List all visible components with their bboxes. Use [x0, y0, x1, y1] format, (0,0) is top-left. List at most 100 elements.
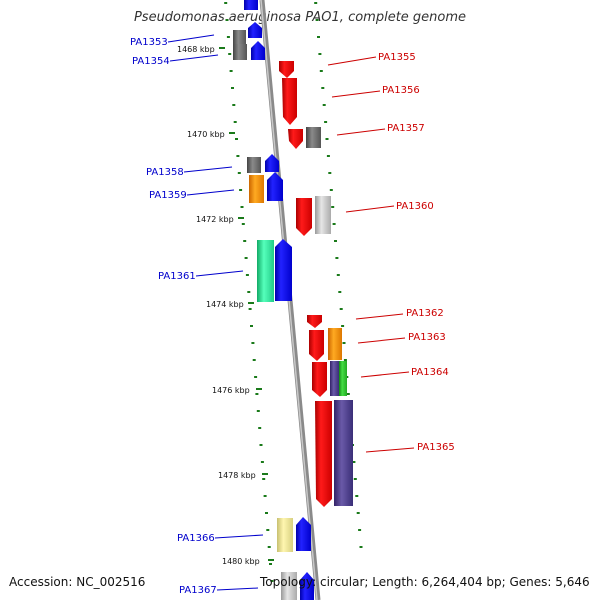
gene-block[interactable]: [277, 518, 293, 552]
gene-arrow[interactable]: [244, 0, 258, 10]
gene-label[interactable]: PA1359: [149, 190, 187, 201]
tick-dot: [358, 529, 362, 531]
tick-dot: [229, 70, 233, 72]
label-leader-line: [357, 337, 406, 344]
kbp-marker: 1472 kbp: [196, 215, 234, 224]
tick-dot: [266, 529, 270, 531]
tick-dot: [352, 461, 356, 463]
tick-dot: [239, 189, 243, 191]
gene-label[interactable]: PA1360: [396, 201, 434, 212]
tick-dot: [334, 240, 337, 242]
tick-dot: [248, 308, 252, 310]
gene-label[interactable]: PA1355: [378, 52, 416, 63]
tick-dot: [332, 223, 336, 225]
accession-text: Accession: NC_002516: [9, 575, 146, 589]
gene-label[interactable]: PA1358: [146, 167, 184, 178]
gene-arrow[interactable]: [275, 239, 292, 301]
label-leader-line: [216, 587, 259, 591]
gene-arrow[interactable]: [300, 572, 314, 600]
tick-dot: [343, 359, 347, 361]
gene-arrow[interactable]: [282, 78, 297, 125]
tick-dot: [225, 19, 229, 21]
gene-block[interactable]: [257, 240, 274, 302]
gene-arrow[interactable]: [296, 198, 312, 236]
gene-arrow[interactable]: [307, 315, 322, 328]
gene-block[interactable]: [247, 157, 261, 173]
label-leader-line: [355, 313, 404, 320]
tick-dot: [359, 546, 363, 548]
tick-dot: [269, 563, 272, 565]
gene-block[interactable]: [315, 196, 331, 234]
tick-dot: [254, 376, 258, 378]
tick-dot: [315, 19, 319, 21]
gene-arrow[interactable]: [312, 362, 327, 397]
tick-dot: [252, 359, 256, 361]
tick-dot: [336, 274, 340, 276]
tick-dot: [339, 308, 343, 310]
kbp-marker: 1468 kbp: [177, 45, 215, 54]
gene-block[interactable]: [233, 44, 247, 60]
gene-label[interactable]: PA1356: [382, 85, 420, 96]
tick-dot: [256, 410, 260, 412]
gene-block[interactable]: [328, 328, 342, 360]
gene-label[interactable]: PA1353: [130, 37, 168, 48]
gene-block[interactable]: [339, 361, 347, 396]
gene-block[interactable]: [306, 127, 321, 148]
gene-arrow[interactable]: [248, 22, 262, 38]
tick-dot: [319, 70, 323, 72]
gene-label[interactable]: PA1354: [132, 56, 170, 67]
kbp-marker: 1478 kbp: [218, 471, 256, 480]
tick-dot: [247, 291, 251, 293]
gene-arrow[interactable]: [279, 61, 294, 78]
gene-block[interactable]: [334, 400, 353, 506]
labels-left: PA1353 PA1354 PA1358 PA1359 PA1361 PA136…: [130, 34, 264, 596]
tick-dot: [329, 189, 333, 191]
gene-label[interactable]: PA1366: [177, 533, 215, 544]
tick-dot: [317, 36, 320, 38]
gene-arrow[interactable]: [251, 41, 265, 60]
tick-dot: [259, 444, 263, 446]
tick-dot: [244, 257, 248, 259]
gene-arrow[interactable]: [296, 517, 311, 551]
gene-label[interactable]: PA1362: [406, 308, 444, 319]
topology-text: Topology: circular; Length: 6,264,404 bp…: [260, 575, 590, 589]
gene-label[interactable]: PA1361: [158, 271, 196, 282]
gene-label[interactable]: PA1367: [179, 585, 217, 596]
tick-dot: [260, 461, 264, 463]
gene-block[interactable]: [330, 361, 339, 396]
tick-dot: [231, 87, 234, 89]
gene-arrow[interactable]: [309, 330, 324, 361]
label-leader-line: [336, 128, 386, 136]
gene-arrow[interactable]: [267, 172, 283, 201]
gene-arrow[interactable]: [288, 129, 303, 149]
gene-arrow[interactable]: [265, 154, 279, 172]
tick-dot: [265, 512, 268, 514]
tick-dot: [341, 325, 345, 327]
kbp-scale: 1468 kbp 1470 kbp 1472 kbp 1474 kbp 1476…: [177, 45, 274, 566]
tick-dot: [342, 342, 346, 344]
gene-label[interactable]: PA1364: [411, 367, 449, 378]
gene-block[interactable]: [249, 175, 264, 203]
gene-label[interactable]: PA1357: [387, 123, 425, 134]
tick-dot: [335, 257, 339, 259]
tick-dot: [322, 104, 326, 106]
gene-arrow[interactable]: [315, 401, 332, 507]
tick-dot: [232, 104, 236, 106]
label-leader-line: [169, 54, 219, 62]
gene-label[interactable]: PA1363: [408, 332, 446, 343]
tick-dot: [236, 155, 240, 157]
tick-dot: [328, 172, 332, 174]
label-leader-line: [186, 189, 235, 196]
tick-dot: [355, 495, 359, 497]
label-leader-line: [195, 270, 244, 277]
kbp-marker: 1480 kbp: [222, 557, 260, 566]
tick-dot: [251, 342, 255, 344]
gene-block[interactable]: [233, 30, 246, 44]
tick-dot: [255, 393, 259, 395]
gene-label[interactable]: PA1365: [417, 442, 455, 453]
tick-dot: [356, 512, 360, 514]
gene-block[interactable]: [281, 572, 297, 600]
tick-dot: [318, 53, 322, 55]
